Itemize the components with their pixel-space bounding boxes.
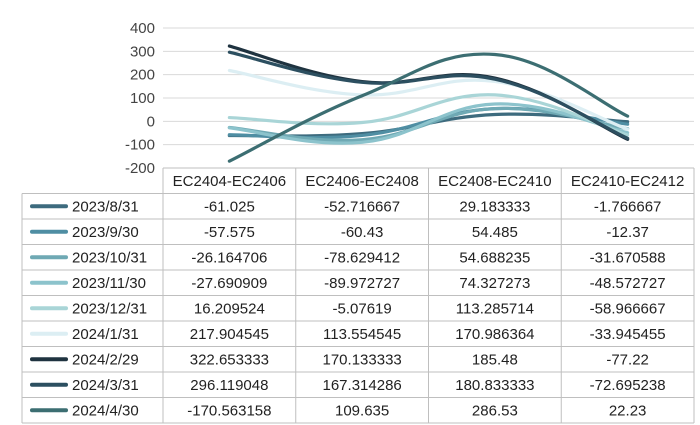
series-line-2024-3-31 — [227, 50, 630, 140]
data-table-cell: 54.688235 — [459, 249, 530, 266]
data-table-cell: -31.670588 — [590, 249, 666, 266]
data-table-cell: -27.690909 — [191, 275, 267, 292]
data-table-cell: -77.22 — [606, 351, 649, 368]
data-table-cell: -89.972727 — [324, 275, 400, 292]
data-table-cell: 22.23 — [609, 402, 647, 419]
data-table-cell: 54.485 — [472, 224, 518, 241]
data-table-cell: 170.133333 — [323, 351, 402, 368]
data-table-cell: 109.635 — [335, 402, 389, 419]
data-table-cell: 113.554545 — [323, 326, 401, 343]
data-table-cell: 29.183333 — [459, 198, 530, 215]
data-table-cell: -26.164706 — [191, 249, 267, 266]
series-line-2023-12-31 — [227, 93, 630, 137]
legend-entry: 2023/10/31 — [72, 249, 147, 266]
data-table-cell: 16.209524 — [194, 300, 265, 317]
legend-entry: 2024/2/29 — [72, 351, 139, 368]
legend-entry: 2024/3/31 — [72, 377, 139, 394]
data-table-cell: 74.327273 — [459, 275, 530, 292]
data-table-cell: -52.716667 — [324, 198, 400, 215]
data-table-cell: 217.904545 — [190, 326, 269, 343]
y-tick-label: 100 — [130, 90, 155, 107]
x-category-label: EC2410-EC2412 — [571, 173, 684, 190]
data-table-cell: 167.314286 — [323, 377, 402, 394]
data-table-cell: -78.629412 — [324, 249, 400, 266]
data-table: EC2404-EC2406 EC2406-EC2408 EC2408-EC2410 E… — [21, 167, 695, 424]
legend-entry: 2023/8/31 — [72, 198, 139, 215]
y-tick-label: -200 — [125, 160, 155, 177]
legend-entry: 2024/1/31 — [72, 326, 139, 343]
data-table-cell: -33.945455 — [590, 326, 666, 343]
y-tick-label: 200 — [130, 67, 155, 84]
series-line-2024-2-29 — [227, 44, 630, 141]
legend-entry: 2024/4/30 — [72, 402, 139, 419]
data-table-cell: -48.572727 — [590, 275, 666, 292]
data-table-cell: -1.766667 — [594, 198, 662, 215]
data-table-cell: 113.285714 — [456, 300, 534, 317]
data-table-cell: -58.966667 — [590, 300, 666, 317]
data-table-cell: -170.563158 — [187, 402, 271, 419]
data-table-cell: 180.833333 — [455, 377, 534, 394]
data-table-cell: -5.07619 — [333, 300, 392, 317]
data-table-cell: -57.575 — [204, 224, 255, 241]
series-line-2024-4-30 — [227, 52, 630, 163]
legend-entry: 2023/9/30 — [72, 224, 139, 241]
data-table-cell: -61.025 — [204, 198, 255, 215]
legend-entry: 2023/11/30 — [72, 275, 146, 292]
series-lines — [227, 44, 630, 163]
data-table-cell: 296.119048 — [190, 377, 268, 394]
data-table-cell: -12.37 — [606, 224, 649, 241]
data-table-cell: 286.53 — [472, 402, 518, 419]
series-line-2023-11-30 — [227, 102, 630, 145]
data-table-cell: -72.695238 — [590, 377, 666, 394]
y-tick-label: 0 — [147, 113, 155, 130]
data-table-cell: 185.48 — [472, 351, 518, 368]
series-line-2024-1-31 — [227, 68, 630, 131]
y-tick-label: 300 — [130, 43, 155, 60]
x-category-label: EC2404-EC2406 — [173, 173, 286, 190]
y-axis: 400 300 200 100 0 -100 -200 — [125, 20, 155, 177]
y-tick-label: -100 — [125, 137, 155, 154]
legend-entry: 2023/12/31 — [72, 300, 147, 317]
y-tick-label: 400 — [130, 20, 155, 37]
data-table-cell: 170.986364 — [455, 326, 534, 343]
x-category-label: EC2406-EC2408 — [305, 173, 418, 190]
data-table-cell: -60.43 — [341, 224, 384, 241]
x-category-label: EC2408-EC2410 — [438, 173, 551, 190]
data-table-cell: 322.653333 — [190, 351, 269, 368]
